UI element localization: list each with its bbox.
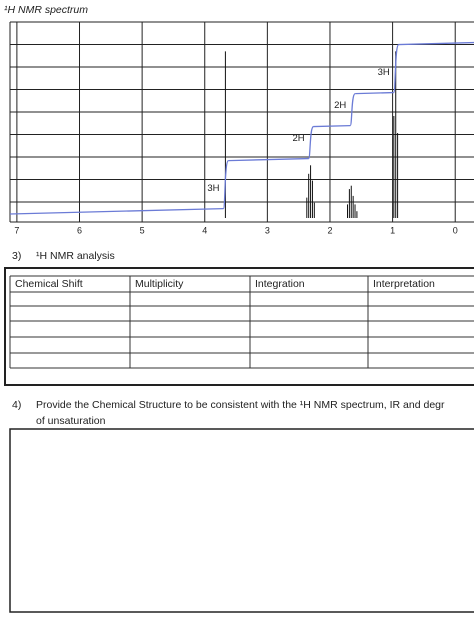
integration-label: 2H [334, 100, 346, 111]
column-header: Chemical Shift [15, 278, 83, 290]
integration-curve [228, 157, 309, 162]
x-tick-label: 7 [14, 225, 19, 235]
integration-curve [398, 41, 474, 46]
x-tick-label: 0 [453, 225, 458, 235]
analysis-table: Chemical Shift Multiplicity Integration Int… [9, 275, 474, 369]
integration-step [393, 43, 400, 94]
integration-label: 3H [378, 67, 390, 78]
integration-label: 2H [292, 133, 304, 144]
integration-step [349, 92, 356, 127]
x-tick-label: 3 [265, 225, 270, 235]
x-tick-label: 6 [77, 225, 82, 235]
question-text: Provide the Chemical Structure to be con… [36, 399, 445, 411]
table-frame [4, 267, 474, 386]
column-header: Interpretation [373, 278, 435, 290]
question-text: of unsaturation [36, 415, 106, 427]
nmr-plot: 7 6 5 4 3 2 1 0 3H 2H 2H 3H [9, 21, 474, 235]
spectrum-title: ¹H NMR spectrum [4, 4, 88, 16]
x-tick-label: 4 [202, 225, 207, 235]
integration-curve [313, 124, 351, 128]
column-header: Integration [255, 278, 305, 290]
x-tick-label: 1 [390, 225, 395, 235]
section-number: 3) [12, 250, 21, 262]
integration-step [307, 125, 315, 160]
section-number: 4) [12, 399, 21, 411]
answer-box [9, 428, 474, 613]
integration-curve [355, 91, 394, 95]
integration-curve [9, 207, 224, 215]
section-heading: ¹H NMR analysis [36, 250, 115, 262]
column-header: Multiplicity [135, 278, 184, 290]
integration-step [222, 159, 230, 210]
x-tick-label: 2 [327, 225, 332, 235]
integration-label: 3H [207, 183, 219, 194]
x-tick-label: 5 [140, 225, 145, 235]
